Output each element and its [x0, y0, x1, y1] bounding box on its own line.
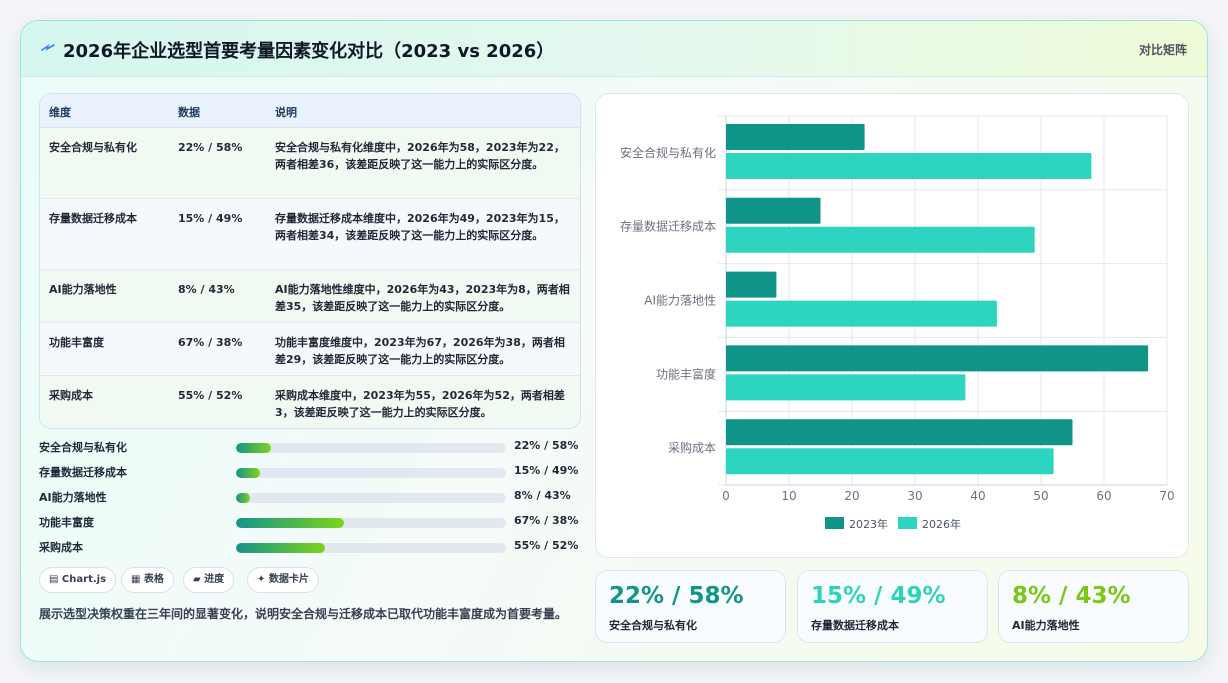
progress-track	[236, 468, 506, 478]
bar-2023	[726, 197, 821, 224]
cell-data: 67% / 38%	[178, 336, 243, 349]
legend-label: 2023年	[849, 517, 888, 531]
bar-2026	[726, 448, 1054, 475]
progress-value: 15% / 49%	[514, 464, 579, 477]
progress-track	[236, 518, 506, 528]
x-tick-label: 40	[970, 489, 985, 503]
x-tick-label: 20	[844, 489, 859, 503]
progress-fill	[236, 468, 261, 478]
stat-card: 22% / 58% 安全合规与私有化	[595, 570, 786, 643]
cell-dimension: 存量数据迁移成本	[49, 212, 137, 225]
progress-value: 55% / 52%	[514, 539, 579, 552]
progress-track	[236, 443, 506, 453]
stat-value: 8% / 43%	[1012, 583, 1131, 609]
legend-label: 2026年	[922, 517, 961, 531]
progress-label: 安全合规与私有化	[39, 441, 127, 454]
cell-data: 8% / 43%	[178, 283, 235, 296]
stat-label: 安全合规与私有化	[609, 619, 697, 632]
legend-swatch	[898, 517, 917, 529]
cell-description: 采购成本维度中，2023年为55，2026年为52，两者相差3，该差距反映了这一…	[275, 389, 565, 419]
legend-swatch	[825, 517, 844, 529]
bar-2026	[726, 374, 966, 401]
progress-fill	[236, 543, 326, 553]
stat-card: 15% / 49% 存量数据迁移成本	[797, 570, 988, 643]
lightning-icon	[41, 44, 55, 51]
table-row: 安全合规与私有化 22% / 58% 安全合规与私有化维度中，2026年为58，…	[40, 128, 580, 199]
progress-label: 采购成本	[39, 541, 83, 554]
cell-description: 安全合规与私有化维度中，2026年为58，2023年为22，两者相差36，该差距…	[275, 141, 565, 171]
x-tick-label: 0	[722, 489, 730, 503]
progress-label: 存量数据迁移成本	[39, 466, 127, 479]
chip-table[interactable]: ▦ 表格	[121, 567, 174, 593]
stat-label: 存量数据迁移成本	[811, 619, 899, 632]
cell-dimension: AI能力落地性	[49, 283, 117, 296]
main-card: 2026年企业选型首要考量因素变化对比（2023 vs 2026） 对比矩阵 维…	[20, 20, 1208, 662]
progress-row: 安全合规与私有化 22% / 58%	[39, 437, 581, 457]
page-title: 2026年企业选型首要考量因素变化对比（2023 vs 2026）	[63, 41, 555, 62]
table-row: 存量数据迁移成本 15% / 49% 存量数据迁移成本维度中，2026年为49，…	[40, 199, 580, 270]
stat-card: 8% / 43% AI能力落地性	[998, 570, 1189, 643]
chip-progress[interactable]: ▰ 进度	[183, 567, 235, 593]
bar-chart: 0 10 20 30 40 50 60 70 安全合规与私有化 存量数据迁移成本 AI能力落地性功能…	[595, 93, 1189, 558]
bar-2023	[726, 419, 1073, 446]
cell-description: 功能丰富度维度中，2023年为67，2026年为38，两者相差29，该差距反映了…	[275, 336, 565, 366]
bar-2023	[726, 345, 1149, 372]
progress-row: 功能丰富度 67% / 38%	[39, 512, 581, 532]
cell-dimension: 采购成本	[49, 389, 93, 402]
category-label: 安全合规与私有化	[620, 145, 716, 160]
progress-row: 存量数据迁移成本 15% / 49%	[39, 462, 581, 482]
cell-description: AI能力落地性维度中，2026年为43，2023年为8，两者相差35，该差距反映…	[275, 283, 570, 313]
table-row: 采购成本 55% / 52% 采购成本维度中，2023年为55，2026年为52…	[40, 376, 580, 428]
progress-value: 8% / 43%	[514, 489, 571, 502]
column-header: 维度	[49, 106, 71, 119]
progress-row: 采购成本 55% / 52%	[39, 537, 581, 557]
cell-data: 55% / 52%	[178, 389, 243, 402]
bar-2023	[726, 271, 777, 298]
stat-label: AI能力落地性	[1012, 619, 1080, 632]
progress-fill	[236, 518, 344, 528]
progress-value: 67% / 38%	[514, 514, 579, 527]
bar-2026	[726, 226, 1035, 253]
category-label: 功能丰富度	[656, 366, 716, 381]
x-tick-label: 60	[1096, 489, 1111, 503]
progress-track	[236, 543, 506, 553]
x-tick-label: 10	[781, 489, 796, 503]
data-table: 维度 数据 说明 安全合规与私有化 22% / 58% 安全合规与私有化维度中，…	[39, 93, 581, 429]
category-label: AI能力落地性	[644, 294, 716, 308]
table-row: AI能力落地性 8% / 43% AI能力落地性维度中，2026年为43，202…	[40, 270, 580, 323]
cell-data: 22% / 58%	[178, 141, 243, 154]
summary-note: 展示选型决策权重在三年间的显著变化，说明安全合规与迁移成本已取代功能丰富度成为首…	[39, 607, 568, 621]
progress-label: 功能丰富度	[39, 516, 94, 529]
header: 2026年企业选型首要考量因素变化对比（2023 vs 2026） 对比矩阵	[21, 21, 1207, 77]
bar-2026	[726, 300, 997, 327]
table-header: 维度 数据 说明	[40, 94, 580, 128]
progress-value: 22% / 58%	[514, 439, 579, 452]
category-label: 采购成本	[668, 440, 716, 455]
stat-value: 15% / 49%	[811, 583, 946, 609]
progress-fill	[236, 443, 272, 453]
column-header: 说明	[275, 106, 297, 119]
cell-dimension: 安全合规与私有化	[49, 141, 137, 154]
x-tick-label: 70	[1159, 489, 1174, 503]
bar-2026	[726, 153, 1092, 179]
cell-description: 存量数据迁移成本维度中，2026年为49，2023年为15，两者相差34，该差距…	[275, 212, 565, 242]
progress-track	[236, 493, 506, 503]
table-row: 功能丰富度 67% / 38% 功能丰富度维度中，2023年为67，2026年为…	[40, 323, 580, 376]
chip-data-card[interactable]: ✦ 数据卡片	[247, 567, 319, 593]
bar-2023	[726, 124, 865, 150]
column-header: 数据	[178, 106, 200, 119]
progress-label: AI能力落地性	[39, 491, 107, 504]
cell-dimension: 功能丰富度	[49, 336, 104, 349]
category-label: 存量数据迁移成本	[620, 219, 716, 234]
chip-chartjs[interactable]: ▤ Chart.js	[39, 567, 117, 593]
x-tick-label: 30	[907, 489, 922, 503]
progress-fill	[236, 493, 250, 503]
matrix-badge[interactable]: 对比矩阵	[1138, 43, 1187, 57]
stat-value: 22% / 58%	[609, 583, 744, 609]
cell-data: 15% / 49%	[178, 212, 243, 225]
x-tick-label: 50	[1033, 489, 1048, 503]
progress-row: AI能力落地性 8% / 43%	[39, 487, 581, 507]
